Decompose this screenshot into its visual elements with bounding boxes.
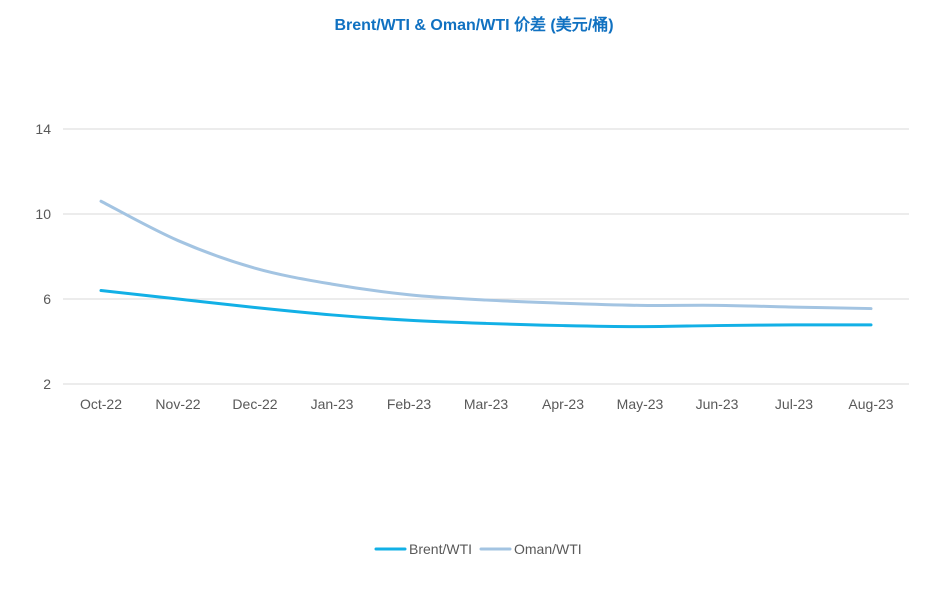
- x-axis-tick-labels: Oct-22 Nov-22 Dec-22 Jan-23 Feb-23 Mar-23 Apr-…: [80, 396, 894, 412]
- x-tick-label-dec-22: Dec-22: [232, 396, 277, 412]
- chart-title: Brent/WTI & Oman/WTI 价差 (美元/桶): [334, 15, 613, 34]
- x-tick-label-jun-23: Jun-23: [696, 396, 739, 412]
- legend-label-oman-wti: Oman/WTI: [514, 541, 582, 557]
- x-tick-label-jan-23: Jan-23: [311, 396, 354, 412]
- series-line-oman-wti: [99, 199, 873, 311]
- x-tick-label-apr-23: Apr-23: [542, 396, 584, 412]
- series-line-brent-wti: [99, 289, 873, 329]
- y-tick-label-2: 2: [43, 376, 51, 392]
- y-tick-label-14: 14: [35, 121, 51, 137]
- legend-label-brent-wti: Brent/WTI: [409, 541, 472, 557]
- x-tick-label-mar-23: Mar-23: [464, 396, 509, 412]
- x-tick-label-aug-23: Aug-23: [848, 396, 893, 412]
- x-tick-label-nov-22: Nov-22: [155, 396, 200, 412]
- y-axis-tick-labels: 2 6 10 14: [35, 121, 51, 392]
- legend: Brent/WTI Oman/WTI: [374, 541, 582, 557]
- series-lines: [99, 199, 873, 329]
- x-tick-label-jul-23: Jul-23: [775, 396, 813, 412]
- x-tick-label-feb-23: Feb-23: [387, 396, 432, 412]
- grid-lines: [63, 128, 909, 385]
- y-tick-label-6: 6: [43, 291, 51, 307]
- x-tick-label-oct-22: Oct-22: [80, 396, 122, 412]
- y-tick-label-10: 10: [35, 206, 51, 222]
- x-tick-label-may-23: May-23: [617, 396, 664, 412]
